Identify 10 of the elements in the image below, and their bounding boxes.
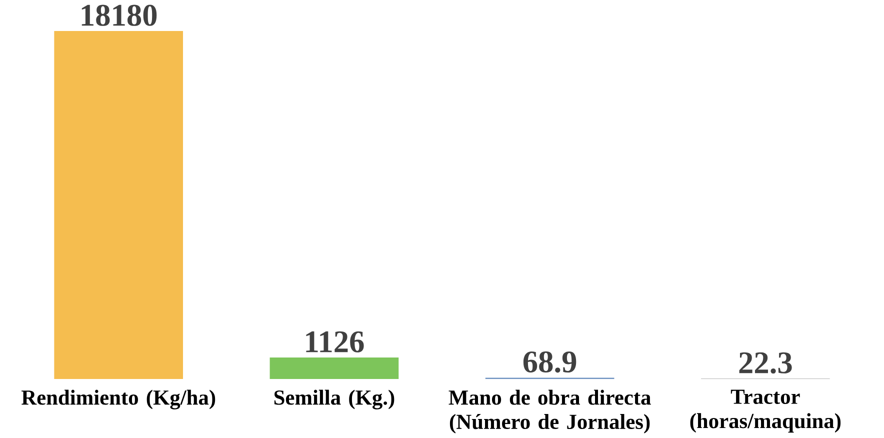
x-tick-label: Tractor (horas/maquina) [690, 390, 841, 432]
data-label: 1126 [306, 331, 364, 352]
bar [270, 357, 399, 379]
data-label: 18180 [82, 4, 157, 26]
x-tick-label: Semilla (Kg.) [274, 390, 394, 410]
bar [54, 30, 184, 379]
x-tick-label: Rendimiento (Kg/ha) [22, 390, 216, 410]
data-label: 68.9 [523, 351, 576, 373]
x-tick-label: Mano de obra directa (Número de Jornales) [448, 390, 651, 434]
data-label: 22.3 [739, 352, 792, 374]
